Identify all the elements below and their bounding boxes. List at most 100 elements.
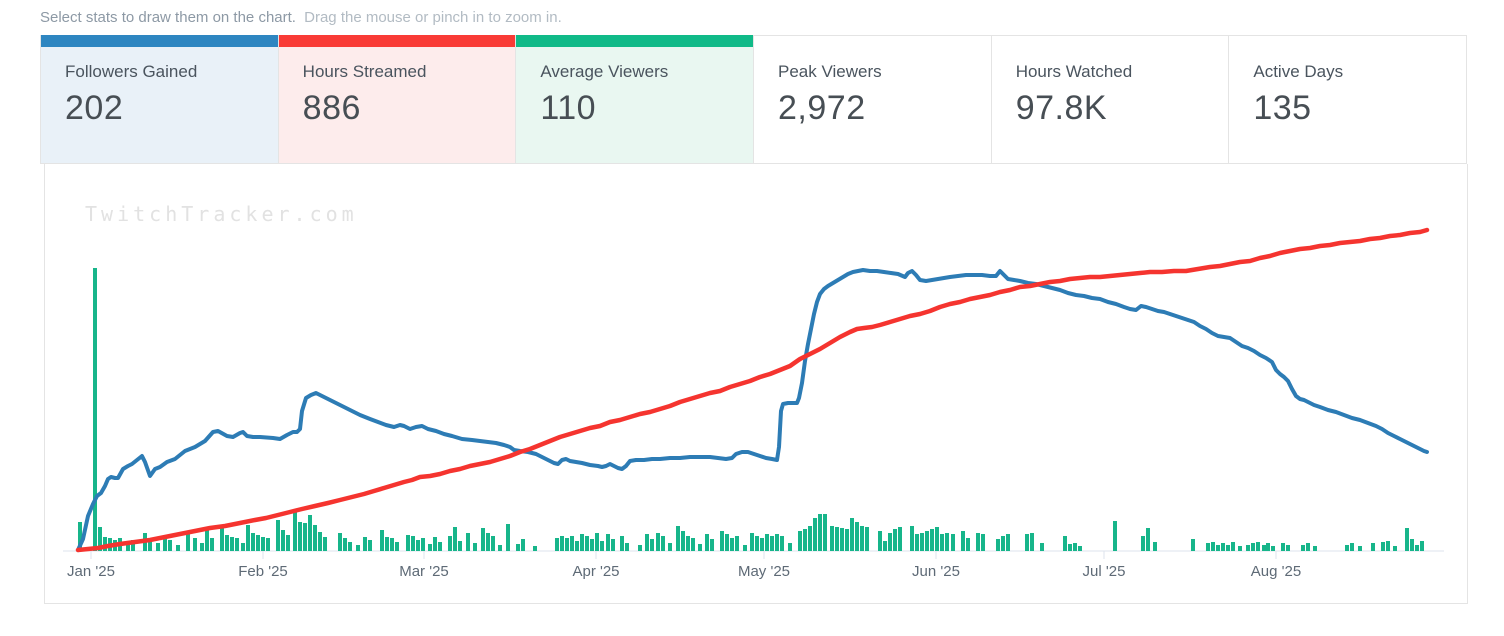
bar-average-viewers — [251, 533, 255, 551]
bar-average-viewers — [560, 536, 564, 551]
stat-card-followers-gained[interactable]: Followers Gained 202 — [40, 35, 279, 164]
bar-average-viewers — [433, 537, 437, 551]
stat-card-peak-viewers[interactable]: Peak Viewers 2,972 — [754, 35, 992, 164]
bar-average-viewers — [438, 542, 442, 551]
stat-value: 2,972 — [778, 89, 866, 127]
bar-average-viewers — [823, 514, 827, 551]
bar-average-viewers — [235, 538, 239, 551]
bar-average-viewers — [1286, 545, 1290, 551]
bar-average-viewers — [1256, 542, 1260, 551]
bar-average-viewers — [521, 539, 525, 551]
bar-average-viewers — [835, 527, 839, 551]
bar-average-viewers — [1246, 545, 1250, 551]
bar-average-viewers — [730, 538, 734, 551]
bar-average-viewers — [961, 531, 965, 551]
stats-chart-canvas[interactable]: Jan '25 Feb '25 Mar '25 Apr '25 May '25 Jun '… — [45, 164, 1467, 602]
bar-average-viewers — [686, 536, 690, 551]
bar-average-viewers — [200, 543, 204, 551]
bar-average-viewers — [1281, 543, 1285, 551]
bar-average-viewers — [1238, 546, 1242, 551]
bar-average-viewers — [976, 533, 980, 551]
bar-average-viewers — [698, 544, 702, 551]
bar-average-viewers — [1386, 541, 1390, 551]
bar-average-viewers — [193, 538, 197, 551]
bar-average-viewers — [803, 529, 807, 551]
bar-average-viewers — [760, 538, 764, 551]
x-axis-tick-label: Jun '25 — [912, 563, 960, 580]
bar-average-viewers — [256, 535, 260, 551]
bar-average-viewers — [1113, 521, 1117, 551]
stat-card-average-viewers[interactable]: Average Viewers 110 — [516, 35, 755, 164]
bar-average-viewers — [1221, 543, 1225, 551]
bar-average-viewers — [176, 545, 180, 551]
card-accent-bar — [992, 36, 1229, 47]
bar-average-viewers — [981, 534, 985, 551]
bar-average-viewers — [220, 527, 224, 551]
bar-average-viewers — [93, 268, 97, 551]
bar-average-viewers — [915, 534, 919, 551]
bar-average-viewers — [1191, 539, 1195, 551]
bar-average-viewers — [860, 526, 864, 551]
bar-average-viewers — [1405, 528, 1409, 551]
bar-average-viewers — [638, 545, 642, 551]
hint-drag-zoom: Drag the mouse or pinch in to zoom in. — [304, 9, 562, 26]
bar-average-viewers — [1262, 545, 1266, 551]
bar-average-viewers — [945, 533, 949, 551]
bar-average-viewers — [780, 536, 784, 551]
bar-average-viewers — [516, 544, 520, 551]
bar-average-viewers — [1251, 543, 1255, 551]
bar-average-viewers — [533, 546, 537, 551]
bar-average-viewers — [293, 510, 297, 551]
bar-average-viewers — [1063, 536, 1067, 551]
bar-average-viewers — [808, 526, 812, 551]
stat-value: 202 — [65, 89, 124, 127]
bar-average-viewers — [1306, 543, 1310, 551]
bar-average-viewers — [1415, 545, 1419, 551]
bar-average-viewers — [276, 520, 280, 551]
bar-average-viewers — [458, 541, 462, 551]
stat-card-active-days[interactable]: Active Days 135 — [1229, 35, 1468, 164]
bar-average-viewers — [380, 530, 384, 551]
bar-average-viewers — [428, 544, 432, 551]
bar-average-viewers — [611, 539, 615, 551]
bar-average-viewers — [1040, 543, 1044, 551]
bar-average-viewers — [1420, 541, 1424, 551]
bar-average-viewers — [813, 518, 817, 551]
stat-card-hours-streamed[interactable]: Hours Streamed 886 — [278, 35, 517, 164]
bar-average-viewers — [830, 526, 834, 551]
bar-average-viewers — [661, 536, 665, 551]
bar-average-viewers — [98, 527, 102, 551]
line-followers-gained — [76, 268, 1429, 552]
bar-average-viewers — [681, 531, 685, 551]
bar-average-viewers — [1141, 536, 1145, 551]
bar-average-viewers — [676, 526, 680, 551]
bar-average-viewers — [241, 543, 245, 551]
bar-average-viewers — [855, 522, 859, 551]
bar-average-viewers — [481, 528, 485, 551]
bar-average-viewers — [266, 538, 270, 551]
bar-average-viewers — [323, 537, 327, 551]
bar-average-viewers — [356, 545, 360, 551]
bar-average-viewers — [225, 535, 229, 551]
bar-average-viewers — [308, 515, 312, 551]
bar-average-viewers — [230, 537, 234, 551]
bar-average-viewers — [368, 540, 372, 551]
bar-average-viewers — [668, 543, 672, 551]
x-axis-tick-label: Mar '25 — [399, 563, 449, 580]
bar-average-viewers — [1393, 546, 1397, 551]
bar-average-viewers — [920, 533, 924, 551]
stat-card-hours-watched[interactable]: Hours Watched 97.8K — [991, 35, 1230, 164]
bar-average-viewers — [168, 540, 172, 551]
bar-average-viewers — [595, 533, 599, 551]
bar-average-viewers — [385, 537, 389, 551]
bar-average-viewers — [818, 514, 822, 551]
bar-average-viewers — [585, 536, 589, 551]
bar-average-viewers — [318, 532, 322, 551]
bar-average-viewers — [343, 538, 347, 551]
bar-average-viewers — [710, 539, 714, 551]
bar-average-viewers — [1345, 545, 1349, 551]
stat-value: 97.8K — [1015, 89, 1108, 127]
bar-average-viewers — [1231, 542, 1235, 551]
bar-average-viewers — [555, 538, 559, 551]
